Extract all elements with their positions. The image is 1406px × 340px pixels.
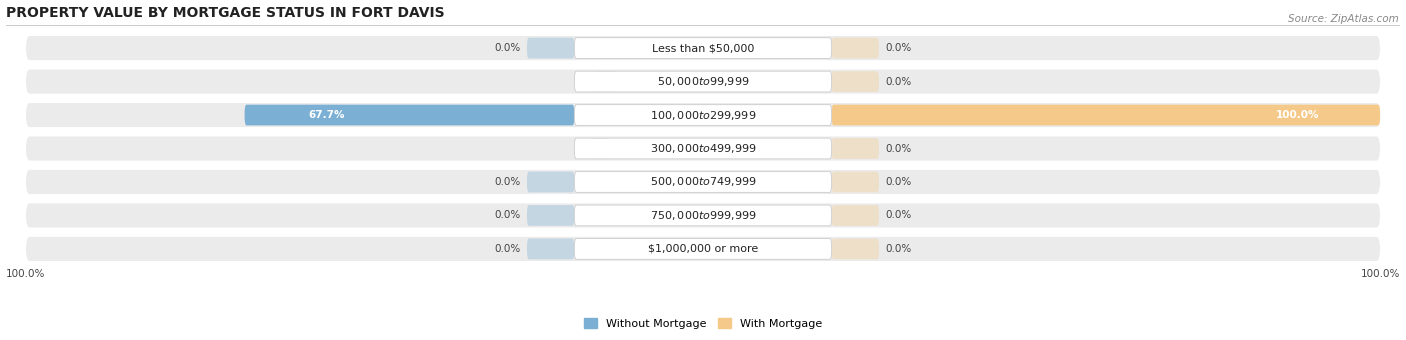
Text: $500,000 to $749,999: $500,000 to $749,999: [650, 175, 756, 188]
Text: $300,000 to $499,999: $300,000 to $499,999: [650, 142, 756, 155]
Text: 15.8%: 15.8%: [583, 76, 620, 87]
FancyBboxPatch shape: [25, 136, 1381, 160]
Text: 0.0%: 0.0%: [886, 143, 912, 153]
Text: PROPERTY VALUE BY MORTGAGE STATUS IN FORT DAVIS: PROPERTY VALUE BY MORTGAGE STATUS IN FOR…: [6, 6, 444, 20]
Text: 100.0%: 100.0%: [6, 269, 45, 279]
Text: 0.0%: 0.0%: [494, 210, 520, 220]
FancyBboxPatch shape: [574, 38, 832, 58]
Text: 100.0%: 100.0%: [1277, 110, 1320, 120]
FancyBboxPatch shape: [574, 205, 832, 226]
Text: Less than $50,000: Less than $50,000: [652, 43, 754, 53]
Text: 0.0%: 0.0%: [494, 244, 520, 254]
Text: 67.7%: 67.7%: [309, 110, 346, 120]
FancyBboxPatch shape: [25, 69, 1381, 94]
Text: 0.0%: 0.0%: [886, 43, 912, 53]
Text: 0.0%: 0.0%: [494, 177, 520, 187]
FancyBboxPatch shape: [832, 105, 1381, 125]
FancyBboxPatch shape: [832, 205, 879, 226]
Text: $100,000 to $299,999: $100,000 to $299,999: [650, 108, 756, 121]
Text: 0.0%: 0.0%: [886, 210, 912, 220]
Legend: Without Mortgage, With Mortgage: Without Mortgage, With Mortgage: [579, 314, 827, 334]
FancyBboxPatch shape: [832, 172, 879, 192]
Text: 0.0%: 0.0%: [886, 76, 912, 87]
Text: 100.0%: 100.0%: [1361, 269, 1400, 279]
Text: $1,000,000 or more: $1,000,000 or more: [648, 244, 758, 254]
Text: 0.0%: 0.0%: [886, 244, 912, 254]
FancyBboxPatch shape: [527, 172, 574, 192]
Text: 0.0%: 0.0%: [494, 43, 520, 53]
Text: 16.5%: 16.5%: [578, 143, 613, 153]
Text: $750,000 to $999,999: $750,000 to $999,999: [650, 209, 756, 222]
FancyBboxPatch shape: [574, 105, 832, 125]
FancyBboxPatch shape: [527, 205, 574, 226]
FancyBboxPatch shape: [574, 172, 832, 192]
FancyBboxPatch shape: [245, 105, 574, 125]
FancyBboxPatch shape: [527, 38, 574, 58]
FancyBboxPatch shape: [25, 237, 1381, 261]
Text: $50,000 to $99,999: $50,000 to $99,999: [657, 75, 749, 88]
FancyBboxPatch shape: [596, 71, 617, 92]
Text: Source: ZipAtlas.com: Source: ZipAtlas.com: [1288, 14, 1399, 23]
FancyBboxPatch shape: [25, 170, 1381, 194]
FancyBboxPatch shape: [25, 36, 1381, 60]
FancyBboxPatch shape: [832, 38, 879, 58]
FancyBboxPatch shape: [832, 138, 879, 159]
Text: 0.0%: 0.0%: [886, 177, 912, 187]
FancyBboxPatch shape: [527, 239, 574, 259]
FancyBboxPatch shape: [832, 239, 879, 259]
FancyBboxPatch shape: [574, 138, 832, 159]
FancyBboxPatch shape: [574, 71, 832, 92]
FancyBboxPatch shape: [574, 239, 832, 259]
FancyBboxPatch shape: [832, 71, 879, 92]
FancyBboxPatch shape: [592, 138, 609, 159]
FancyBboxPatch shape: [25, 103, 1381, 127]
FancyBboxPatch shape: [25, 203, 1381, 227]
